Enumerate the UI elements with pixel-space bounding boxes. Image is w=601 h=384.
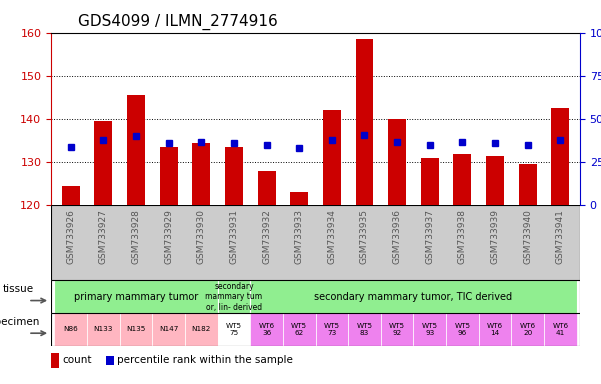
Bar: [486, 156, 504, 205]
Bar: [544, 313, 577, 346]
Text: count: count: [62, 356, 91, 366]
Text: WT5
73: WT5 73: [324, 323, 340, 336]
Bar: [106, 356, 114, 365]
Bar: [62, 186, 80, 205]
Bar: [225, 147, 243, 205]
Text: N133: N133: [94, 326, 113, 332]
Bar: [94, 121, 112, 205]
Bar: [54, 280, 218, 313]
Bar: [120, 313, 152, 346]
Bar: [421, 158, 439, 205]
Bar: [381, 313, 413, 346]
Text: GSM733932: GSM733932: [262, 209, 271, 264]
Text: GSM733930: GSM733930: [197, 209, 206, 264]
Bar: [160, 147, 177, 205]
Text: GSM733926: GSM733926: [66, 209, 75, 264]
Text: N182: N182: [192, 326, 211, 332]
Text: GSM733933: GSM733933: [294, 209, 304, 264]
Bar: [152, 313, 185, 346]
Text: GSM733938: GSM733938: [458, 209, 467, 264]
Text: WT6
20: WT6 20: [520, 323, 536, 336]
Text: WT5
75: WT5 75: [226, 323, 242, 336]
Text: N147: N147: [159, 326, 178, 332]
Text: GSM733929: GSM733929: [164, 209, 173, 264]
Text: GSM733940: GSM733940: [523, 209, 532, 264]
Bar: [479, 313, 511, 346]
Text: WT6
14: WT6 14: [487, 323, 503, 336]
Text: secondary
mammary tum
or, lin- derived: secondary mammary tum or, lin- derived: [206, 282, 263, 311]
Bar: [250, 313, 283, 346]
Text: GSM733931: GSM733931: [230, 209, 239, 264]
Bar: [192, 143, 210, 205]
Text: WT6
36: WT6 36: [258, 323, 275, 336]
Bar: [511, 313, 544, 346]
Text: primary mammary tumor: primary mammary tumor: [74, 291, 198, 302]
Bar: [323, 111, 341, 205]
Bar: [551, 108, 569, 205]
Bar: [388, 119, 406, 205]
Text: GSM733927: GSM733927: [99, 209, 108, 264]
Text: WT5
83: WT5 83: [356, 323, 373, 336]
Bar: [519, 164, 537, 205]
Text: WT6
41: WT6 41: [552, 323, 569, 336]
Text: GDS4099 / ILMN_2774916: GDS4099 / ILMN_2774916: [78, 14, 277, 30]
Text: GSM733936: GSM733936: [392, 209, 401, 264]
Bar: [218, 280, 250, 313]
Text: WT5
96: WT5 96: [454, 323, 471, 336]
Bar: [446, 313, 479, 346]
Text: specimen: specimen: [0, 317, 40, 327]
Bar: [250, 280, 577, 313]
Bar: [185, 313, 218, 346]
Bar: [413, 313, 446, 346]
Bar: [54, 313, 87, 346]
Text: N86: N86: [63, 326, 78, 332]
Bar: [258, 171, 275, 205]
Text: percentile rank within the sample: percentile rank within the sample: [117, 356, 293, 366]
Bar: [356, 39, 373, 205]
Bar: [348, 313, 381, 346]
Bar: [454, 154, 471, 205]
Bar: [51, 353, 59, 368]
Text: N135: N135: [126, 326, 145, 332]
Bar: [316, 313, 348, 346]
Text: WT5
93: WT5 93: [422, 323, 438, 336]
Text: WT5
62: WT5 62: [291, 323, 307, 336]
Text: GSM733941: GSM733941: [556, 209, 565, 264]
Bar: [218, 313, 250, 346]
Bar: [290, 192, 308, 205]
Text: GSM733935: GSM733935: [360, 209, 369, 264]
Text: GSM733934: GSM733934: [328, 209, 337, 264]
Text: tissue: tissue: [2, 285, 34, 295]
Text: GSM733939: GSM733939: [490, 209, 499, 264]
Text: secondary mammary tumor, TIC derived: secondary mammary tumor, TIC derived: [314, 291, 513, 302]
Bar: [127, 95, 145, 205]
Bar: [283, 313, 316, 346]
Text: GSM733937: GSM733937: [426, 209, 435, 264]
Bar: [87, 313, 120, 346]
Text: WT5
92: WT5 92: [389, 323, 405, 336]
Text: GSM733928: GSM733928: [132, 209, 141, 264]
